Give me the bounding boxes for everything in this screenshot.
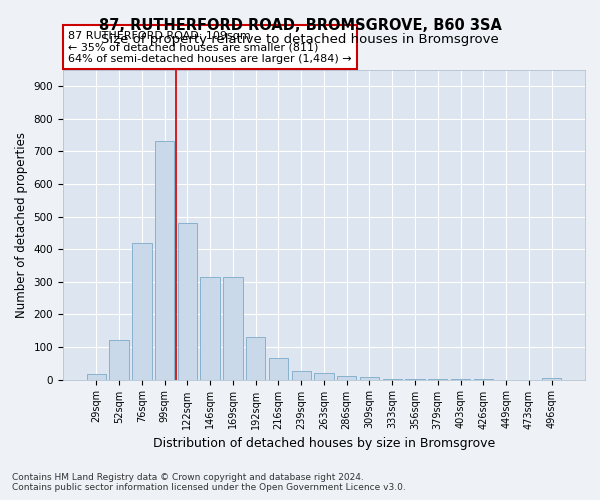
Text: 87 RUTHERFORD ROAD: 109sqm
← 35% of detached houses are smaller (811)
64% of sem: 87 RUTHERFORD ROAD: 109sqm ← 35% of deta… (68, 30, 352, 64)
Bar (155, 140, 174, 380)
Bar (406, 378, 425, 380)
Bar (337, 376, 356, 380)
Bar (314, 373, 334, 380)
Bar (223, 277, 242, 380)
X-axis label: Distribution of detached houses by size in Bromsgrove: Distribution of detached houses by size … (153, 437, 495, 450)
Bar (292, 372, 311, 380)
Bar (200, 277, 220, 380)
Bar (360, 377, 379, 380)
Bar (109, 340, 129, 380)
Bar (428, 379, 448, 380)
Text: Contains HM Land Registry data © Crown copyright and database right 2024.: Contains HM Land Registry data © Crown c… (12, 474, 364, 482)
Bar (178, 223, 197, 380)
Bar (542, 378, 561, 380)
Text: 87, RUTHERFORD ROAD, BROMSGROVE, B60 3SA: 87, RUTHERFORD ROAD, BROMSGROVE, B60 3SA (98, 18, 502, 32)
Y-axis label: Number of detached properties: Number of detached properties (15, 132, 28, 318)
Text: Contains public sector information licensed under the Open Government Licence v3: Contains public sector information licen… (12, 484, 406, 492)
Bar (269, 358, 288, 380)
Bar (86, 374, 106, 380)
Text: Size of property relative to detached houses in Bromsgrove: Size of property relative to detached ho… (101, 32, 499, 46)
Bar (383, 378, 402, 380)
Bar (132, 244, 152, 380)
Bar (246, 337, 265, 380)
